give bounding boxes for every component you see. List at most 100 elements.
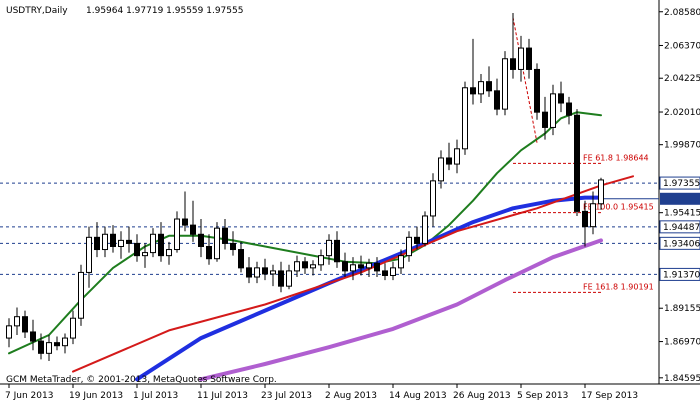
fib-connector-line xyxy=(512,17,538,143)
candle xyxy=(86,226,92,288)
candle xyxy=(398,249,404,274)
candle xyxy=(134,234,140,262)
x-tick-label: 19 Jun 2013 xyxy=(69,391,123,401)
candle-body xyxy=(342,261,348,272)
candle-body xyxy=(166,249,172,257)
moving-average-line-0 xyxy=(8,111,602,355)
candle xyxy=(230,231,236,256)
highlighted-price-label-2: 1.93406 xyxy=(663,239,700,249)
fib-level-label-1: FE 100.0 1.95415 xyxy=(583,203,654,212)
candle-body xyxy=(222,227,228,244)
candle-body xyxy=(406,236,412,257)
candle-body xyxy=(22,316,28,333)
candle-body xyxy=(254,267,260,278)
candle xyxy=(590,191,596,235)
candle xyxy=(118,231,124,259)
candle-body xyxy=(30,331,36,342)
candle-body xyxy=(414,236,420,244)
candle-body xyxy=(102,233,108,251)
x-tick-label: 5 Sep 2013 xyxy=(517,391,568,401)
candle-body xyxy=(422,215,428,244)
candle-body xyxy=(366,262,372,269)
candle xyxy=(150,228,156,258)
candle-body xyxy=(318,255,324,266)
candle-body xyxy=(214,227,220,260)
candle xyxy=(94,222,100,258)
candle xyxy=(318,249,324,271)
candle-body xyxy=(38,340,44,354)
candle-body xyxy=(198,233,204,247)
candle xyxy=(166,241,172,265)
candle-body xyxy=(94,236,100,251)
highlighted-price-box-0 xyxy=(659,176,700,190)
candle xyxy=(286,264,292,290)
candle xyxy=(310,260,316,276)
candle xyxy=(30,319,36,351)
candle xyxy=(470,38,476,105)
current-price-box xyxy=(660,192,700,205)
candle-body xyxy=(534,68,540,113)
candle xyxy=(214,222,220,262)
y-tick-label: 2.08580 xyxy=(664,8,700,18)
candle xyxy=(254,261,260,284)
candle-body xyxy=(574,114,580,212)
candle-body xyxy=(14,316,20,327)
candle xyxy=(598,177,604,210)
candle xyxy=(542,96,548,140)
candle-body xyxy=(150,233,156,254)
candle-body xyxy=(246,267,252,278)
candle xyxy=(294,255,300,278)
candle xyxy=(582,200,588,247)
moving-average-line-3 xyxy=(199,238,603,382)
candle xyxy=(526,38,532,79)
candle-body xyxy=(190,224,196,235)
candle xyxy=(326,234,332,265)
candle xyxy=(574,109,580,216)
candle xyxy=(486,66,492,97)
candle-body xyxy=(70,317,76,339)
symbol-timeframe: USDTRY,Daily xyxy=(6,6,68,16)
y-tick-label: 1.84595 xyxy=(664,374,700,384)
candle xyxy=(62,333,68,354)
candle-body xyxy=(470,87,476,95)
candle-body xyxy=(110,233,116,247)
candle-body xyxy=(230,242,236,251)
candle xyxy=(438,150,444,189)
candle-body xyxy=(54,342,60,347)
x-tick-label: 2 Aug 2013 xyxy=(325,391,377,401)
y-tick-label: 1.86970 xyxy=(664,338,700,348)
candle-body xyxy=(294,261,300,272)
candle xyxy=(342,252,348,278)
candle-body xyxy=(582,210,588,228)
candle-body xyxy=(526,47,532,70)
candle-body xyxy=(550,93,556,128)
moving-average-line-1 xyxy=(135,195,603,382)
candle xyxy=(382,263,388,281)
candle xyxy=(110,225,116,253)
x-tick-label: 11 Jul 2013 xyxy=(197,391,248,401)
candle-body xyxy=(590,203,596,228)
candle-body xyxy=(542,111,548,128)
candle xyxy=(366,258,372,278)
candle-body xyxy=(238,249,244,269)
candle-body xyxy=(46,342,52,354)
y-tick-label: 2.06370 xyxy=(664,41,700,51)
candle-body xyxy=(454,148,460,165)
candle-body xyxy=(182,218,188,226)
candle xyxy=(462,81,468,155)
highlighted-price-label-1: 1.94487 xyxy=(663,223,700,233)
candle xyxy=(358,255,364,276)
y-tick-label: 1.89155 xyxy=(664,304,700,314)
candle-body xyxy=(262,267,268,275)
candle xyxy=(54,336,60,351)
candle-body xyxy=(134,242,140,257)
candle-body xyxy=(462,87,468,150)
candle xyxy=(102,226,108,258)
candle xyxy=(334,231,340,268)
candle xyxy=(390,261,396,281)
candle-body xyxy=(78,271,84,319)
candle xyxy=(566,96,572,125)
candle xyxy=(414,226,420,250)
candle-body xyxy=(494,90,500,110)
